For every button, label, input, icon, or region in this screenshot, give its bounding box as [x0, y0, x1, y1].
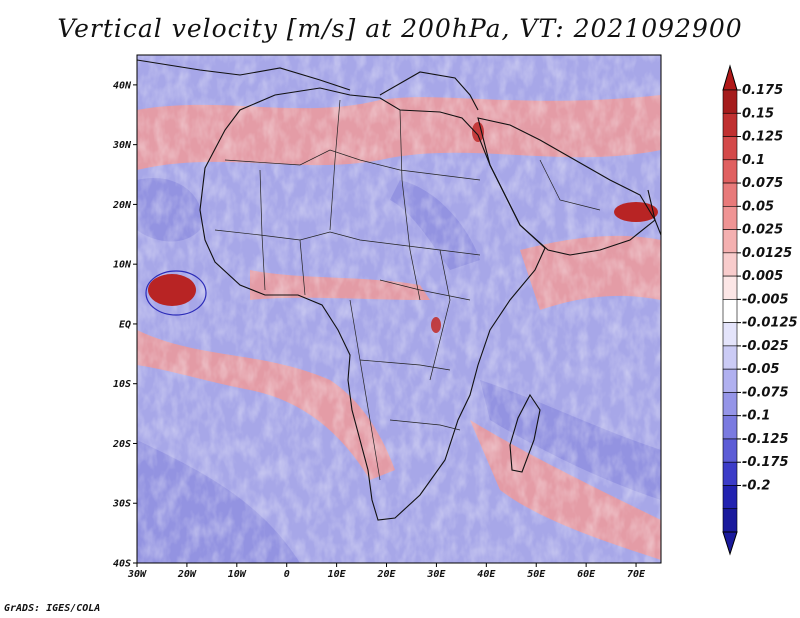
colorbar-bottom-arrow: [722, 531, 738, 556]
map-border: [136, 54, 662, 564]
colorbar-swatch: [722, 322, 738, 347]
colorbar-swatch: [722, 368, 738, 393]
map-plot-area: [137, 55, 661, 563]
colorbar-swatch: [722, 136, 738, 161]
colorbar-label: 0.1: [742, 153, 765, 168]
colorbar-label: -0.1: [742, 409, 770, 424]
colorbar-swatch: [722, 252, 738, 277]
colorbar-label: 0.15: [742, 106, 774, 121]
lat-tick-label: 20N: [112, 200, 132, 211]
colorbar-swatch: [722, 299, 738, 323]
longitude-axis: 30W 20W 10W 0 10E 20E 30E 40E 50E 60E 70E: [127, 563, 646, 580]
colorbar-label: -0.175: [742, 455, 789, 470]
colorbar-swatch: [722, 182, 738, 207]
colorbar-swatch: [722, 392, 738, 416]
page-title: Vertical velocity [m/s] at 200hPa, VT: 2…: [57, 14, 743, 43]
lon-tick-label: 30W: [127, 569, 147, 580]
colorbar-label: 0.075: [742, 176, 783, 191]
lon-tick-label: 40E: [477, 569, 496, 580]
colorbar-label: -0.005: [742, 292, 789, 307]
lat-tick-label: 10N: [113, 260, 132, 271]
colorbar-swatch: [722, 508, 738, 533]
colorbar-label: 0.125: [742, 130, 783, 145]
colorbar-swatch: [722, 229, 738, 254]
lon-tick-label: 30E: [426, 569, 446, 580]
colorbar-label: -0.125: [742, 432, 789, 447]
colorbar-swatch: [722, 89, 738, 114]
lon-tick-label: 10W: [228, 569, 247, 580]
lon-tick-label: 0: [284, 569, 290, 580]
lat-tick-label: 40N: [113, 80, 132, 91]
colorbar-swatch: [722, 438, 738, 463]
colorbar-label: -0.075: [742, 385, 789, 400]
arabia-coastline: [477, 117, 656, 256]
country-borders: [214, 99, 601, 481]
colorbar-top-arrow: [722, 64, 738, 91]
madagascar-coastline: [509, 393, 541, 473]
colorbar-label: -0.025: [742, 339, 789, 354]
colorbar-label: -0.0125: [742, 316, 798, 331]
lon-tick-label: 70E: [627, 569, 646, 580]
colorbar-swatch: [722, 345, 738, 370]
lon-tick-label: 50E: [527, 569, 546, 580]
colorbar-swatch: [722, 485, 738, 510]
lat-tick-label: 20S: [112, 439, 131, 450]
colorbar-swatch: [722, 461, 738, 486]
lon-tick-label: 20W: [177, 569, 197, 580]
colorbar: 0.175 0.15 0.125 0.1 0.075 0.05 0.025 0.0125 0.0…: [722, 64, 798, 556]
tropical-system-cell: [145, 270, 207, 316]
lon-tick-label: 60E: [577, 569, 596, 580]
colorbar-label: -0.2: [742, 478, 770, 493]
colorbar-label: 0.025: [742, 223, 783, 238]
colorbar-swatch: [722, 112, 738, 137]
colorbar-label: 0.005: [742, 269, 783, 284]
credit-text: GrADS: IGES/COLA: [4, 603, 101, 614]
colorbar-swatch: [722, 206, 738, 230]
india-coastline: [647, 189, 661, 236]
africa-coastline: [199, 87, 546, 521]
lat-tick-label: 10S: [113, 379, 131, 390]
lon-tick-label: 10E: [328, 569, 347, 580]
lat-tick-label: 30S: [112, 499, 131, 510]
latitude-axis: 40N 30N 20N 10N EQ 10S 20S 30S 40S: [112, 80, 137, 570]
colorbar-swatch: [722, 275, 738, 300]
colorbar-label: 0.05: [742, 199, 774, 214]
europe-coastline: [137, 59, 479, 111]
colorbar-label: 0.175: [742, 83, 783, 98]
coastlines: [137, 59, 661, 521]
colorbar-swatch: [722, 159, 738, 184]
lat-tick-label: 40S: [113, 559, 131, 570]
lat-tick-label: 30N: [112, 140, 132, 151]
east-africa-cell: [431, 317, 441, 333]
colorbar-label: 0.0125: [742, 246, 792, 261]
colorbar-swatch: [722, 415, 738, 440]
lat-tick-label: EQ: [119, 319, 131, 330]
colorbar-label: -0.05: [742, 362, 779, 377]
red-sea-cell: [472, 122, 484, 142]
lon-tick-label: 20E: [376, 569, 396, 580]
